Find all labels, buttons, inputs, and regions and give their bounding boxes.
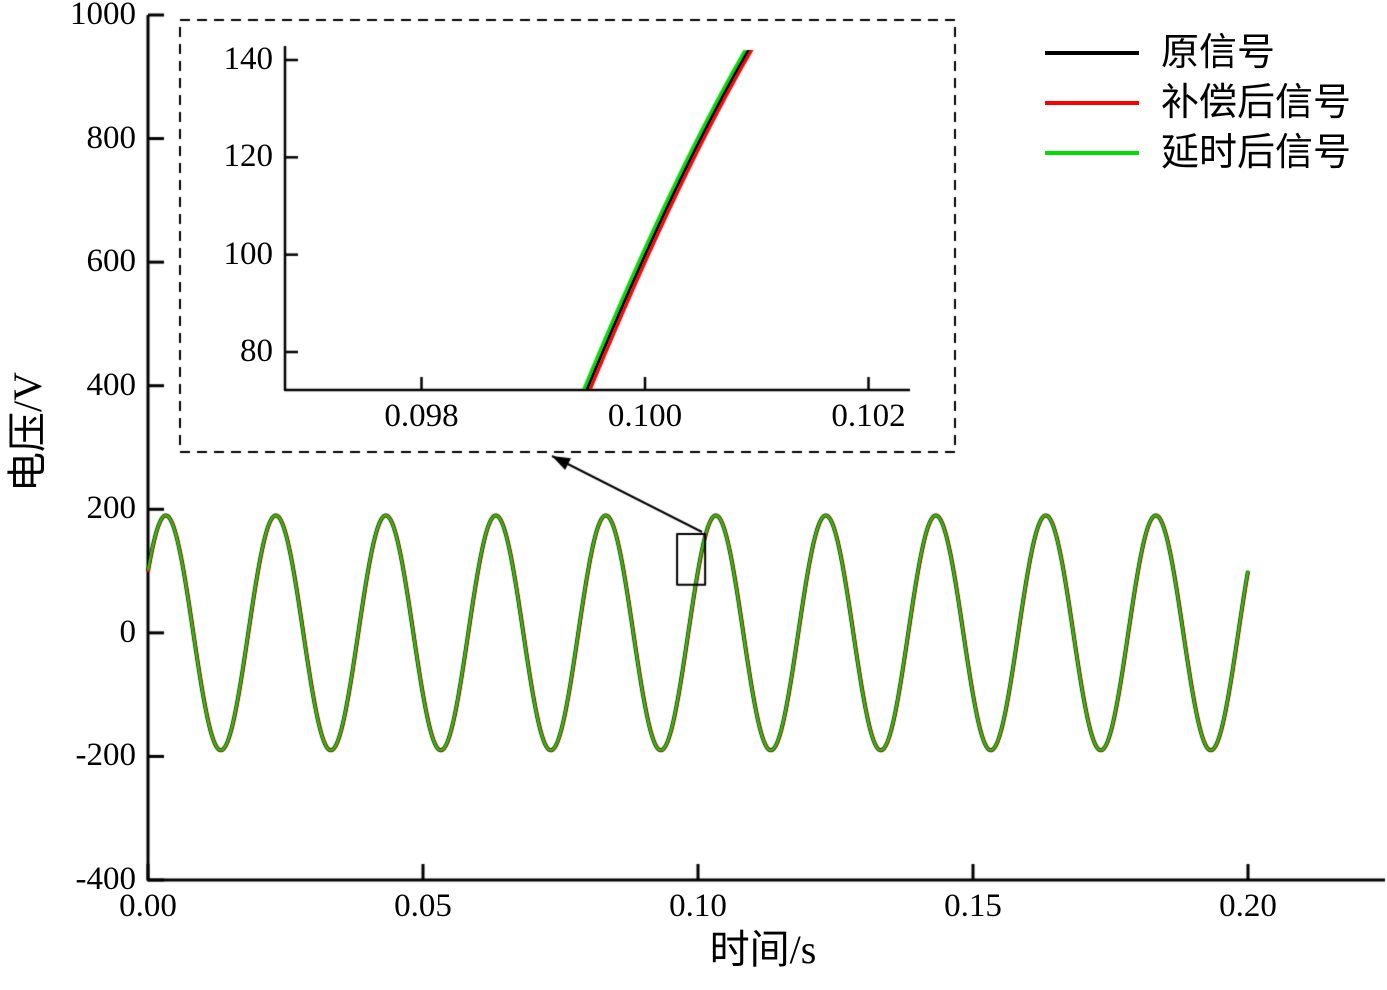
y-tick-label: 1000	[70, 0, 136, 32]
legend-label-compensated: 补偿后信号	[1161, 82, 1352, 124]
inset-x-tick-label: 0.102	[831, 398, 906, 434]
y-tick-label: 200	[86, 490, 137, 527]
inset-x-tick-label: 0.100	[607, 398, 683, 434]
original-signal-line-sample	[1045, 51, 1139, 55]
x-axis-title: 时间/s	[709, 927, 817, 972]
x-tick-label: 0.00	[119, 888, 177, 924]
y-tick-label: 0	[119, 613, 137, 650]
legend-label-delayed: 延时后信号	[1161, 132, 1352, 174]
x-tick-label: 0.10	[669, 888, 727, 924]
y-tick-label: -200	[75, 737, 137, 774]
y-tick-label: 400	[86, 366, 137, 403]
inset-y-tick-label: 120	[223, 138, 274, 175]
legend-entry-delayed: 延时后信号	[1045, 130, 1351, 176]
x-tick-label: 0.15	[944, 888, 1002, 924]
legend-entry-original: 原信号	[1045, 30, 1351, 76]
y-tick-label: 600	[86, 243, 137, 280]
y-axis-title: 电压/V	[5, 372, 50, 492]
x-tick-label: 0.20	[1219, 888, 1277, 924]
legend-entry-compensated: 补偿后信号	[1045, 80, 1351, 126]
y-tick-label: -400	[75, 861, 137, 897]
delayed-signal-line-sample	[1045, 151, 1139, 155]
compensated-signal-line-sample	[1045, 101, 1139, 105]
y-tick-label: 800	[86, 119, 137, 156]
inset-y-tick-label: 140	[223, 41, 274, 77]
inset-y-tick-label: 100	[223, 235, 274, 272]
legend-label-original: 原信号	[1161, 32, 1276, 74]
x-tick-label: 0.05	[394, 888, 452, 924]
inset-y-tick-label: 80	[240, 333, 273, 369]
inset-x-tick-label: 0.098	[384, 398, 459, 434]
legend: 原信号 补偿后信号 延时后信号	[1045, 30, 1351, 176]
